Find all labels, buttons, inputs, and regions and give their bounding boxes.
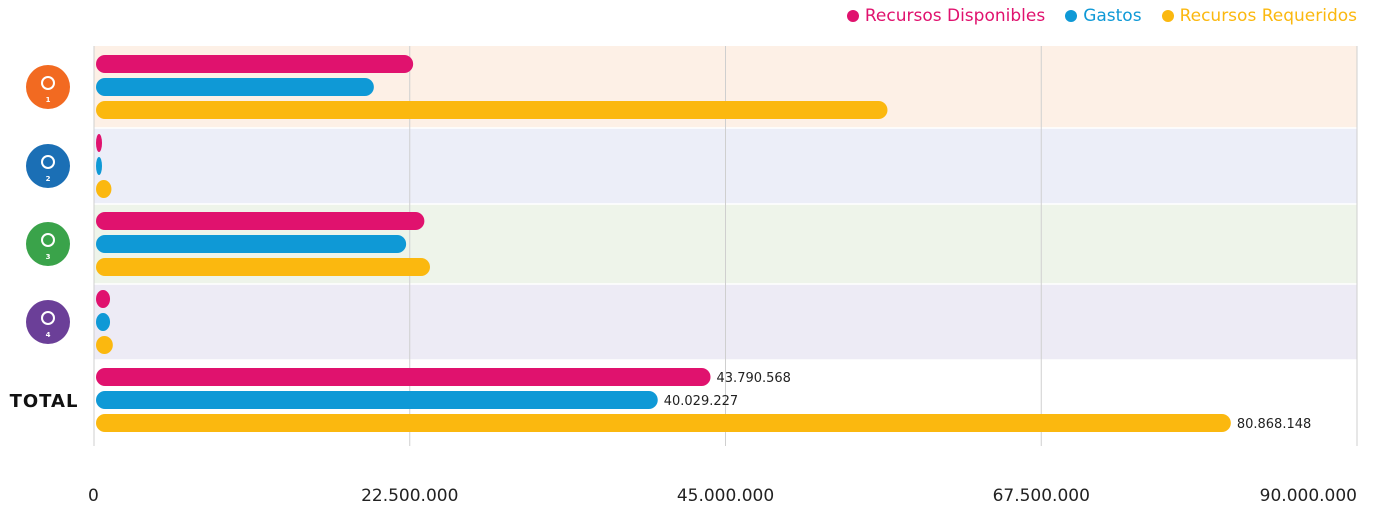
- bar: [96, 180, 112, 198]
- x-tick-label: 45.000.000: [677, 486, 774, 506]
- x-tick-label: 22.500.000: [361, 486, 458, 506]
- bar: [96, 290, 111, 308]
- bar: [96, 235, 407, 253]
- legend-dot-icon: [1161, 10, 1174, 22]
- x-tick-label: 0: [88, 486, 99, 506]
- legend-dot-icon: [1065, 10, 1078, 22]
- category-label-total: TOTAL: [10, 391, 79, 412]
- balance-scale-icon: [26, 144, 70, 188]
- legend-label: Recursos Requeridos: [1179, 6, 1357, 26]
- legend-dot-icon: [846, 10, 859, 22]
- legend-item-gastos[interactable]: Gastos: [1065, 6, 1142, 26]
- legend-label: Recursos Disponibles: [864, 6, 1046, 26]
- bar: [96, 368, 711, 386]
- legend: Recursos Disponibles Gastos Recursos Req…: [846, 6, 1357, 26]
- bar: [96, 78, 374, 96]
- icon-glyph: [41, 155, 55, 169]
- gender-symbol-icon: [26, 300, 70, 344]
- category-number: 3: [46, 253, 51, 261]
- bar: [96, 313, 111, 331]
- icon-glyph: [41, 311, 55, 325]
- icon-glyph: [41, 76, 55, 90]
- plant-hand-icon: [26, 222, 70, 266]
- bar: [96, 336, 113, 354]
- x-tick-label: 67.500.000: [993, 486, 1090, 506]
- bar: [96, 414, 1231, 432]
- value-label: 80.868.148: [1237, 417, 1311, 432]
- icon-glyph: [41, 233, 55, 247]
- bar: [96, 391, 658, 409]
- bar: [96, 157, 102, 175]
- value-label: 43.790.568: [717, 371, 791, 386]
- bar: [96, 258, 430, 276]
- legend-item-recursos-disponibles[interactable]: Recursos Disponibles: [846, 6, 1046, 26]
- category-number: 2: [46, 175, 51, 183]
- bar: [96, 55, 414, 73]
- value-label: 40.029.227: [664, 394, 738, 409]
- legend-label: Gastos: [1083, 6, 1142, 26]
- category-number: 4: [46, 331, 51, 339]
- bar: [96, 101, 888, 119]
- bar: [96, 212, 425, 230]
- legend-item-recursos-requeridos[interactable]: Recursos Requeridos: [1161, 6, 1357, 26]
- x-tick-label: 90.000.000: [1260, 486, 1357, 506]
- category-number: 1: [46, 96, 51, 104]
- hand-people-icon: [26, 65, 70, 109]
- bar: [96, 134, 102, 152]
